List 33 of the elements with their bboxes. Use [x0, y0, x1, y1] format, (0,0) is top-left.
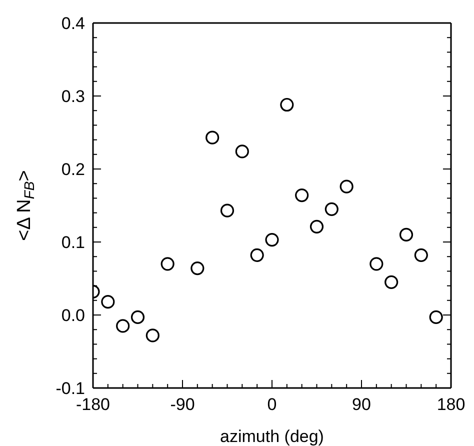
- x-axis-title: azimuth (deg): [220, 427, 324, 446]
- point: [160, 257, 174, 271]
- point: [340, 180, 354, 194]
- point: [310, 220, 324, 234]
- point: [250, 248, 264, 262]
- x-tick-label: 0: [267, 395, 277, 414]
- point: [429, 310, 443, 324]
- point: [235, 144, 249, 158]
- point: [146, 328, 160, 342]
- point: [280, 98, 294, 112]
- y-tick-label: 0.4: [61, 14, 85, 33]
- point: [220, 204, 234, 218]
- point: [414, 248, 428, 262]
- y-tick-label: -0.1: [56, 379, 85, 398]
- point: [190, 261, 204, 276]
- point: [130, 310, 145, 324]
- point: [206, 130, 220, 144]
- x-tick-label: -180: [76, 395, 110, 414]
- point: [384, 275, 398, 289]
- x-tick-label: 90: [352, 395, 371, 414]
- point: [295, 188, 309, 202]
- point: [116, 319, 130, 333]
- y-tick-label: 0.2: [61, 160, 85, 179]
- x-tick-label: 180: [436, 395, 466, 414]
- y-tick-label: 0.3: [61, 87, 85, 106]
- x-tick-label: -90: [170, 395, 195, 414]
- point: [399, 228, 414, 242]
- y-tick-label: 0.1: [61, 233, 85, 252]
- point: [370, 257, 384, 271]
- point: [101, 295, 115, 309]
- point: [324, 202, 338, 216]
- y-tick-label: 0.0: [61, 306, 85, 325]
- point: [265, 233, 279, 247]
